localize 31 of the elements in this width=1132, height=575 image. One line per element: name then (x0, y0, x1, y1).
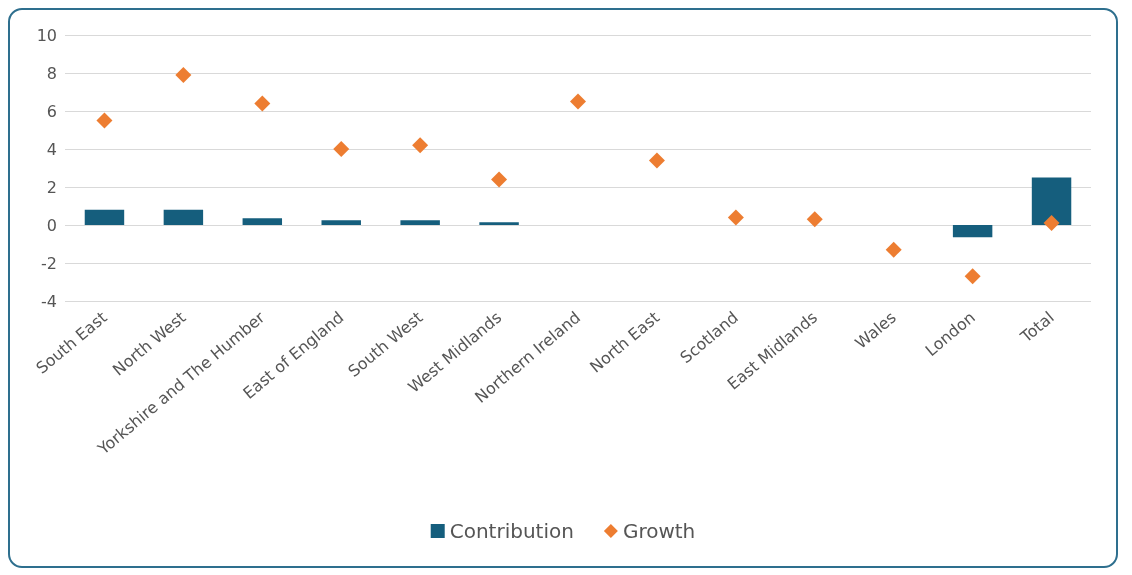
point (491, 171, 508, 188)
bar (400, 220, 440, 225)
point (175, 66, 192, 83)
point (885, 241, 902, 258)
legend-label: Contribution (449, 519, 574, 543)
point (412, 137, 429, 154)
point (806, 211, 823, 228)
bar (163, 209, 204, 225)
point (964, 268, 981, 285)
point (96, 112, 113, 129)
point (570, 93, 586, 110)
point (727, 209, 744, 226)
y-tick-label: 4 (46, 139, 57, 159)
legend-label: Growth (622, 519, 696, 543)
y-tick-label: 8 (46, 63, 57, 83)
y-tick-label: 0 (46, 215, 57, 235)
point (1043, 215, 1060, 232)
y-tick-label: 10 (36, 25, 57, 45)
point (333, 141, 350, 157)
y-tick-label: -4 (41, 291, 57, 311)
bar (479, 222, 519, 225)
y-tick-label: -2 (41, 253, 57, 273)
point (254, 95, 271, 112)
bar (1031, 177, 1072, 225)
bar (84, 209, 125, 225)
bar (952, 225, 993, 238)
bar (321, 220, 361, 225)
y-tick-label: 2 (46, 177, 57, 197)
point (648, 152, 665, 169)
y-tick-label: 6 (46, 101, 57, 121)
bar (242, 218, 283, 225)
